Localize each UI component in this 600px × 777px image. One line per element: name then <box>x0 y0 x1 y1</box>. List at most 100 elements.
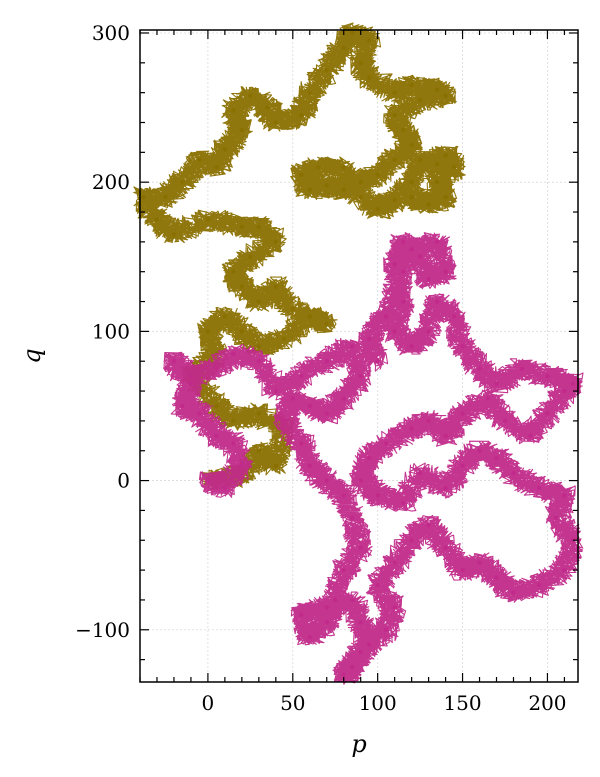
trajectory-point <box>222 147 228 152</box>
trajectory-point <box>409 179 414 185</box>
trajectory-point <box>239 127 245 133</box>
trajectory-point <box>375 206 380 212</box>
trajectory-point <box>214 403 219 409</box>
trajectory-point <box>299 112 304 118</box>
trajectory-point <box>536 582 542 588</box>
trajectory-point <box>231 108 236 113</box>
trajectory-point <box>536 485 542 491</box>
trajectory-point <box>171 232 177 237</box>
trajectory-point <box>443 93 448 98</box>
trajectory-point <box>299 172 304 177</box>
y-tick-label: 0 <box>117 469 130 493</box>
trajectory-point <box>443 433 448 439</box>
trajectory-point <box>417 254 423 259</box>
trajectory-point <box>350 515 355 521</box>
trajectory-point <box>248 254 253 259</box>
trajectory-point <box>248 93 253 98</box>
trajectory-point <box>443 269 448 274</box>
trajectory-point <box>324 359 329 364</box>
trajectory-point <box>562 567 567 573</box>
trajectory-point <box>273 284 279 289</box>
trajectory-point <box>392 605 397 610</box>
trajectory-point <box>392 197 397 203</box>
trajectory-point <box>290 306 295 312</box>
trajectory-point <box>400 269 406 274</box>
trajectory-point <box>141 194 146 200</box>
trajectory-point <box>426 276 431 282</box>
trajectory-point <box>222 314 228 319</box>
trajectory-point <box>231 418 236 424</box>
trajectory-point <box>222 485 228 491</box>
trajectory-point <box>299 612 304 618</box>
trajectory-point <box>426 329 431 334</box>
trajectory-point <box>256 359 262 364</box>
series-2 <box>163 232 584 685</box>
trajectory-point <box>502 418 508 424</box>
trajectory-point <box>366 38 372 43</box>
trajectory-point <box>494 575 499 580</box>
trajectory-point <box>231 351 236 356</box>
trajectory-point <box>570 538 576 543</box>
trajectory-point <box>417 97 423 103</box>
trajectory-point <box>214 165 219 170</box>
trajectory-point <box>392 262 397 267</box>
trajectory-point <box>273 120 279 125</box>
y-tick-label: −100 <box>75 618 130 642</box>
trajectory-point <box>409 83 414 88</box>
x-tick-label: 150 <box>443 691 481 715</box>
trajectory-point <box>383 441 389 446</box>
trajectory-point <box>316 165 321 170</box>
trajectory-point <box>400 127 406 133</box>
trajectory-point <box>443 485 448 491</box>
trajectory-point <box>545 373 550 379</box>
trajectory-point <box>188 381 194 386</box>
trajectory-point <box>426 418 431 424</box>
trajectory-point <box>256 299 262 304</box>
trajectory-point <box>273 239 279 245</box>
y-axis-label: q <box>18 348 46 363</box>
trajectory-point <box>256 448 262 453</box>
trajectory-point <box>460 463 465 468</box>
trajectory-point <box>358 620 363 625</box>
trajectory-point <box>392 112 397 118</box>
trajectory-point <box>400 500 406 506</box>
trajectory-point <box>443 545 448 550</box>
trajectory-point <box>239 224 245 230</box>
y-tick-label: 300 <box>92 21 130 45</box>
trajectory-point <box>562 493 567 498</box>
trajectory-point <box>375 582 380 588</box>
trajectory-point <box>460 567 465 573</box>
trajectory-point <box>409 194 414 200</box>
trajectory-point <box>392 90 397 95</box>
trajectory-point <box>307 90 312 95</box>
trajectory-point <box>477 366 482 371</box>
trajectory-point <box>358 545 363 550</box>
trajectory-point <box>333 597 338 603</box>
trajectory-point <box>358 373 363 379</box>
trajectory-point <box>358 194 363 200</box>
trajectory-point <box>307 463 312 468</box>
trajectory-point <box>256 224 262 230</box>
trajectory-point <box>434 299 440 304</box>
trajectory-point <box>358 478 363 483</box>
trajectory-point <box>528 433 533 439</box>
trajectory-point <box>383 314 389 319</box>
trajectory-point <box>451 314 457 319</box>
trajectory-point <box>375 493 380 498</box>
trajectory-point <box>358 649 363 655</box>
x-tick-label: 0 <box>202 691 215 715</box>
trajectory-point <box>358 179 363 185</box>
trajectory-point <box>154 217 160 222</box>
trajectory-point <box>324 620 329 625</box>
trajectory-point <box>256 411 262 416</box>
trajectory-point <box>239 463 245 468</box>
trajectory-point <box>341 672 346 677</box>
trajectory-point <box>409 344 414 349</box>
trajectory-point <box>409 142 414 148</box>
trajectory-point <box>341 187 346 192</box>
trajectory-point <box>545 411 550 416</box>
trajectory-point <box>282 418 287 424</box>
trajectory-point <box>392 329 397 334</box>
trajectory-point <box>375 172 380 177</box>
trajectory-point <box>366 456 372 461</box>
